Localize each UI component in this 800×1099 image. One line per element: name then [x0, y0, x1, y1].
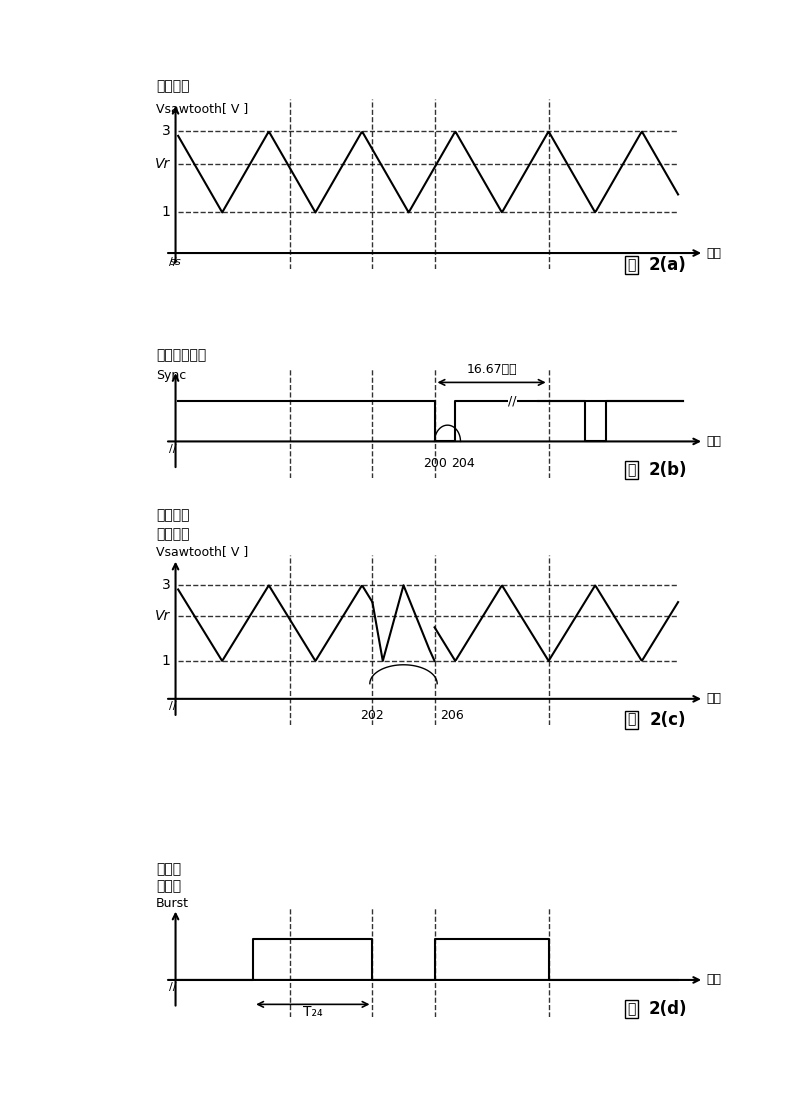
Text: 204: 204: [451, 457, 475, 470]
Text: 2(a): 2(a): [649, 256, 686, 274]
Text: Vsawtooth[ V ]: Vsawtooth[ V ]: [156, 102, 248, 115]
Text: //: //: [170, 701, 177, 711]
Text: 3: 3: [162, 124, 170, 138]
Text: 图: 图: [627, 463, 636, 477]
Text: //: //: [170, 257, 177, 267]
Text: //: //: [170, 983, 177, 992]
Text: 2(b): 2(b): [649, 460, 687, 479]
Text: Vr: Vr: [155, 609, 170, 622]
Text: 图: 图: [627, 712, 636, 726]
Text: 时间: 时间: [706, 246, 722, 259]
Text: 200: 200: [422, 457, 446, 470]
Text: 1: 1: [162, 206, 170, 220]
Text: Burst: Burst: [156, 897, 189, 910]
Text: 2(c): 2(c): [650, 711, 686, 729]
Text: $\mathit{ss}$: $\mathit{ss}$: [169, 257, 182, 267]
Text: 振荡信号: 振荡信号: [156, 526, 190, 541]
Text: 振荡信号: 振荡信号: [156, 79, 190, 93]
Text: //: //: [508, 395, 517, 408]
Text: 时间: 时间: [706, 692, 722, 706]
Text: 垂直同步信号: 垂直同步信号: [156, 348, 206, 363]
Text: 3: 3: [162, 578, 170, 592]
Text: 时间: 时间: [706, 974, 722, 987]
Text: 图: 图: [627, 258, 636, 273]
Text: 206: 206: [440, 709, 463, 722]
Text: 同步后的: 同步后的: [156, 508, 190, 522]
Text: Vsawtooth[ V ]: Vsawtooth[ V ]: [156, 545, 248, 558]
Text: Vr: Vr: [155, 157, 170, 170]
Text: 时间: 时间: [706, 435, 722, 448]
Text: 爆发脉: 爆发脉: [156, 862, 181, 876]
Text: 冲信号: 冲信号: [156, 879, 181, 893]
Text: 图: 图: [627, 1002, 636, 1017]
Text: Sync: Sync: [156, 369, 186, 382]
Text: 1: 1: [162, 654, 170, 668]
Text: 16.67毫秒: 16.67毫秒: [466, 364, 517, 376]
Text: 2(d): 2(d): [649, 1000, 687, 1019]
Text: T₂₄: T₂₄: [303, 1004, 322, 1019]
Text: 202: 202: [361, 709, 384, 722]
Text: //: //: [170, 444, 177, 454]
